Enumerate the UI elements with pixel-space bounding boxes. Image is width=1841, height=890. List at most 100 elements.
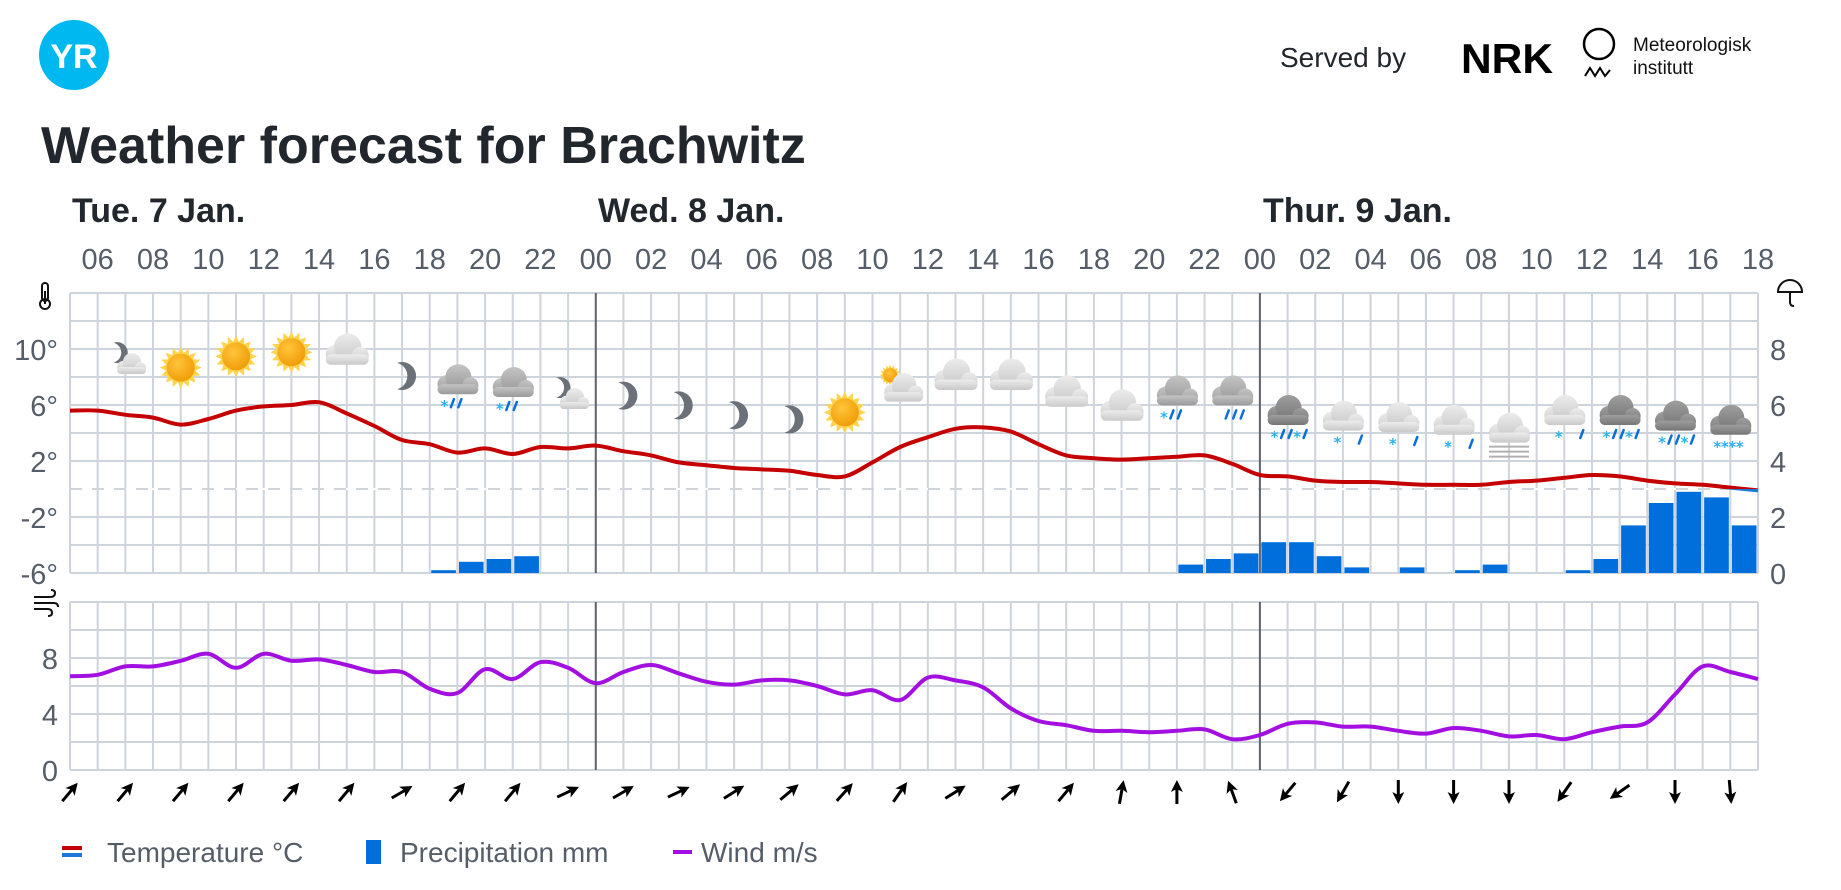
cloud-icon — [1544, 395, 1586, 425]
precipitation-bar — [1593, 559, 1619, 573]
hour-label: 08 — [137, 244, 169, 276]
weather-symbol-cloudy — [989, 358, 1033, 390]
sun-disc — [222, 342, 250, 371]
cloud-icon — [1655, 400, 1696, 431]
hour-label: 14 — [967, 244, 999, 276]
moon-icon — [618, 381, 638, 410]
arrow-shaft — [282, 787, 296, 803]
cloud-part — [1100, 410, 1144, 421]
arrow-shaft — [1727, 779, 1733, 797]
precip-axis-label: 2 — [1770, 503, 1786, 535]
sun-icon — [215, 335, 257, 378]
raindrop-icon — [512, 400, 519, 412]
hour-label: 22 — [1188, 244, 1220, 276]
yr-logo[interactable]: YR — [39, 20, 109, 90]
weather-symbol-clear-night — [784, 405, 804, 434]
served-by-label: Served by — [1280, 42, 1406, 73]
weather-symbol-heavy-sleet: * * — [1655, 400, 1696, 452]
sun-disc — [883, 368, 898, 383]
weather-symbol-light-sleet: * — [1322, 400, 1364, 452]
arrow-head — [1503, 792, 1515, 804]
cloud-part — [934, 379, 978, 390]
arrow-shaft — [612, 788, 628, 800]
precipitation-bar — [486, 559, 512, 573]
hour-label: 10 — [1520, 244, 1552, 276]
legend-temp-cold-swatch — [62, 853, 82, 857]
weather-symbol-clear-day — [215, 335, 257, 378]
thermometer-icon — [39, 282, 51, 310]
arrow-head — [1279, 788, 1293, 802]
arrow-head — [286, 782, 300, 796]
arrow-head — [1669, 792, 1681, 804]
weather-symbol-clear-night — [618, 381, 638, 410]
arrow-shaft — [667, 788, 684, 799]
snowflake-icon: * — [1713, 438, 1721, 456]
hour-label: 12 — [248, 244, 280, 276]
arrow-head — [342, 782, 355, 796]
wind-axis-label: 0 — [42, 756, 58, 788]
precip-axis-label: 4 — [1770, 447, 1786, 479]
temperature-line-warm — [69, 399, 1759, 489]
legend: Temperature °C Precipitation mm Wind m/s — [62, 837, 818, 868]
hour-label: 20 — [469, 244, 501, 276]
nrk-logo[interactable]: NRK — [1461, 35, 1553, 82]
arrow-head — [785, 784, 799, 797]
wind-arrow-icon — [1503, 780, 1515, 804]
precipitation-bar — [1455, 570, 1480, 573]
hour-label: 12 — [1576, 244, 1608, 276]
hour-label: 14 — [1631, 244, 1663, 276]
cloud-icon — [117, 353, 146, 374]
arrow-head — [1007, 784, 1021, 797]
arrow-head — [452, 782, 466, 796]
arrow-shaft — [503, 787, 517, 803]
raindrop-icon — [1634, 428, 1640, 440]
snowflake-icon: * — [1293, 428, 1301, 446]
day-label-tue: Tue. 7 Jan. — [72, 192, 245, 230]
wind-speed-line — [69, 651, 1759, 742]
cloud-part — [1544, 415, 1586, 425]
temperature-line — [69, 399, 1759, 493]
cloud-part — [492, 387, 534, 397]
hour-label: 06 — [82, 244, 114, 276]
raindrop-icon — [1176, 409, 1183, 420]
hour-label: 22 — [524, 244, 556, 276]
arrow-head — [1115, 780, 1128, 794]
hour-label: 18 — [414, 244, 446, 276]
chart-grid — [69, 292, 1759, 771]
snowflake-icon: * — [1333, 434, 1341, 452]
raindrop-icon — [1357, 434, 1364, 445]
legend-precip-swatch — [366, 840, 381, 864]
raindrop-icon — [1579, 428, 1585, 440]
moon-icon — [729, 401, 749, 430]
hour-label: 10 — [192, 244, 224, 276]
arrow-shaft — [556, 788, 573, 799]
arrow-head — [508, 782, 521, 796]
cloud-icon — [934, 358, 978, 390]
wind-arrow-icon — [1000, 784, 1021, 801]
cloud-icon — [492, 367, 534, 397]
moon-icon — [673, 391, 693, 420]
hour-label: 02 — [635, 244, 667, 276]
legend-precipitation-label: Precipitation mm — [400, 837, 609, 868]
wind-icon — [34, 589, 59, 617]
cloud-part — [1655, 420, 1696, 431]
cloud-part — [989, 379, 1033, 390]
temp-axis-label: -2° — [21, 503, 58, 535]
snowflake-icon: * — [1728, 438, 1736, 456]
snowflake-icon: * — [1444, 438, 1452, 456]
legend-wind: Wind m/s — [673, 837, 818, 868]
arrow-head — [1609, 787, 1624, 799]
weather-symbol-sleet: * — [492, 367, 534, 418]
raindrop-icon — [449, 397, 456, 409]
arrow-shaft — [944, 788, 960, 800]
arrow-shaft — [116, 787, 130, 803]
arrow-head — [1336, 789, 1349, 803]
snowflake-icon: * — [1389, 435, 1397, 453]
met-institute-logo[interactable]: Meteorologisk institutt — [1582, 27, 1752, 79]
wind-arrow-icon — [723, 785, 745, 800]
hour-label: 10 — [856, 244, 888, 276]
raindrop-icon — [457, 397, 463, 409]
hour-label: 02 — [1299, 244, 1331, 276]
cloud-part — [1267, 415, 1309, 425]
precipitation-bar — [514, 556, 539, 573]
